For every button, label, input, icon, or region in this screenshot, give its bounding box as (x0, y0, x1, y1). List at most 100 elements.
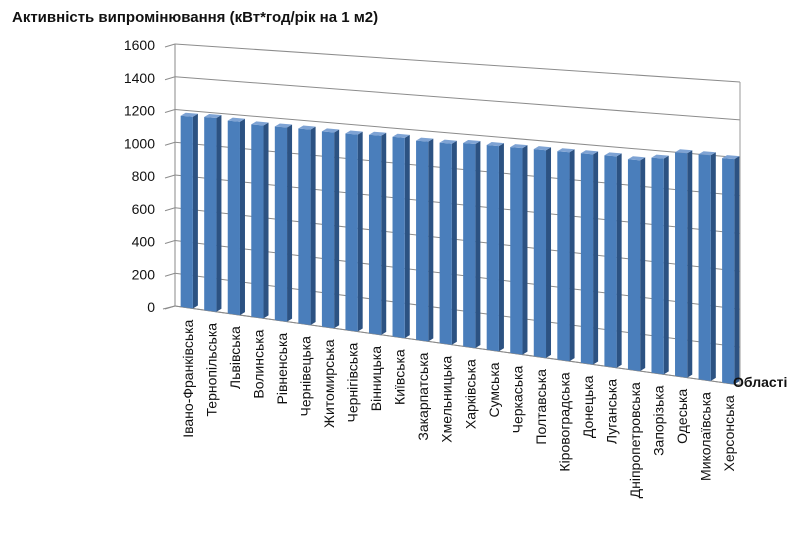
bar-side (451, 140, 457, 345)
bar-side (381, 132, 387, 335)
x-axis-line (174, 305, 741, 386)
bar-side (287, 124, 293, 322)
bar-front (557, 151, 570, 362)
grid-depth-line (164, 141, 176, 146)
bar-top (321, 128, 340, 133)
bar-top (180, 112, 198, 117)
bar-side (569, 149, 575, 362)
bar-side (216, 115, 222, 312)
gridline (174, 207, 741, 272)
bar (651, 154, 669, 375)
bar-top (604, 152, 622, 157)
y-tick-label: 200 (132, 266, 156, 282)
bar-top (368, 131, 387, 136)
bar-top (227, 117, 245, 122)
grid-depth-line (164, 109, 176, 113)
bar (486, 142, 504, 352)
gridline (174, 76, 741, 121)
category-label: Чернігівська (345, 342, 361, 422)
bar-top (698, 151, 716, 156)
grid-depth-line (164, 43, 176, 48)
bar (321, 128, 340, 329)
category-label: Хмельницька (439, 356, 455, 443)
bar (722, 155, 740, 385)
bar-side (616, 153, 622, 368)
bar-side (640, 157, 646, 372)
bar-front (345, 133, 358, 332)
bar-top (627, 156, 646, 161)
bar (227, 117, 245, 316)
category-label: Дніпропетровська (627, 382, 643, 498)
bar-front (463, 142, 476, 349)
bar-front (627, 159, 641, 372)
bar-top (675, 149, 693, 154)
gridline (174, 240, 741, 310)
category-labels: Івано-Франківська Тернопільська Львівська В… (180, 319, 737, 498)
bar-front (321, 131, 335, 329)
bar (274, 123, 293, 322)
bar-top (557, 148, 575, 153)
bar-series (180, 112, 740, 385)
bar-front (533, 149, 547, 358)
category-label: Київська (392, 349, 408, 405)
bar-top (486, 142, 504, 147)
category-label: Донецька (580, 375, 596, 438)
bar-top (651, 154, 669, 159)
bar-side (404, 134, 410, 339)
gridline (174, 43, 741, 83)
category-label: Луганська (604, 379, 620, 444)
bar-side (522, 145, 528, 355)
category-label: Миколаївська (698, 392, 714, 481)
bar (698, 151, 716, 381)
bar-top (345, 130, 363, 135)
bar-side (663, 155, 669, 375)
category-label: Волинська (250, 329, 266, 398)
category-label: Івано-Франківська (180, 319, 196, 437)
bar-side (475, 141, 481, 349)
y-tick-label: 1200 (124, 103, 155, 119)
bar-top (274, 123, 293, 128)
bar-side (192, 113, 198, 309)
x-axis-label: Області (733, 374, 787, 390)
bar-top (439, 139, 457, 144)
bar-front (486, 145, 499, 352)
bar-front (651, 157, 664, 375)
y-tick-labels: 0 200 400 600 800 1000 1200 1400 1600 (124, 37, 155, 315)
bar (298, 125, 316, 325)
y-tick-label: 1400 (124, 70, 155, 86)
category-label: Сумська (486, 362, 502, 417)
category-label: Кіровоградська (556, 372, 572, 471)
bar-side (687, 150, 693, 378)
bar-front (274, 126, 288, 322)
bar-side (334, 129, 340, 329)
grid-depth-line (164, 174, 176, 179)
bar-side (734, 156, 740, 385)
bar (580, 150, 599, 365)
category-label: Тернопільська (203, 323, 219, 417)
category-label: Херсонська (721, 395, 737, 471)
grid-depth-line (164, 76, 176, 81)
bar-front (604, 155, 617, 368)
bar-top (251, 121, 269, 126)
bar-top (580, 150, 599, 155)
bar-top (463, 139, 481, 145)
gridline (174, 141, 741, 197)
bar (557, 148, 575, 362)
gridlines (164, 43, 741, 386)
bar (533, 146, 552, 358)
bar-side (593, 151, 599, 365)
gridline (174, 272, 741, 348)
bar-front (510, 147, 523, 355)
bar-front (392, 136, 405, 339)
bar-top (392, 133, 410, 138)
bar-front (416, 140, 429, 342)
bar-front (298, 128, 311, 325)
bar (251, 121, 269, 319)
bar (345, 130, 363, 332)
y-tick-label: 800 (132, 168, 156, 184)
chart-walls (162, 44, 741, 386)
bar-front (580, 153, 594, 365)
bar (368, 131, 387, 335)
category-label: Запорізька (651, 385, 667, 456)
